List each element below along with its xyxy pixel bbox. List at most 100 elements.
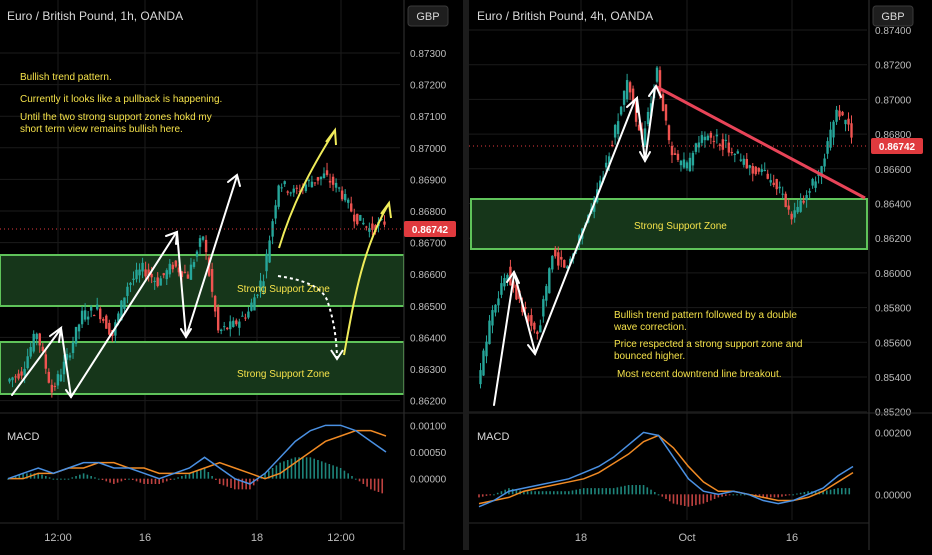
macd-histogram-bar (358, 478, 361, 482)
macd-histogram-bar (94, 477, 96, 479)
macd-histogram-bar (616, 487, 619, 495)
macd-histogram-bar (627, 485, 630, 495)
macd-histogram-bar (241, 478, 244, 490)
macd-histogram-bar (207, 472, 210, 479)
candle-body (337, 187, 341, 189)
macd-histogram-bar (646, 487, 649, 495)
candle-body (283, 181, 286, 185)
price-tick-label: 0.85400 (875, 373, 912, 384)
price-axis[interactable] (404, 0, 463, 550)
macd-histogram-bar (515, 489, 518, 495)
macd-histogram-bar (822, 491, 824, 495)
macd-histogram-bar (702, 494, 705, 504)
macd-histogram-bar (332, 465, 334, 479)
macd-tick-label: 0.00050 (410, 448, 447, 459)
macd-histogram-bar (564, 491, 566, 495)
chart-svg-4h[interactable]: Strong Support Zone Bullish trend patter… (469, 0, 932, 550)
macd-pane (478, 431, 854, 508)
candle-body (802, 200, 805, 203)
chart-title: Euro / British Pound, 1h, OANDA (7, 9, 183, 23)
candle-body (610, 144, 614, 146)
candle-body (216, 306, 220, 331)
macd-histogram-bar (192, 472, 195, 479)
candle-body (289, 192, 292, 194)
macd-histogram-bar (579, 488, 581, 495)
candle-body (530, 315, 533, 326)
macd-histogram-bar (313, 458, 315, 479)
macd-histogram-bar (75, 476, 77, 479)
price-tick-label: 0.87400 (875, 26, 912, 37)
macd-histogram-bar (105, 478, 108, 482)
chart-panel-1h[interactable]: Bullish trend pattern. Currently it look… (0, 0, 463, 550)
macd-histogram-bar (234, 478, 236, 490)
macd-histogram-bar (541, 491, 544, 495)
candle-body (192, 262, 196, 267)
macd-histogram-bar (143, 478, 145, 484)
candle-body (198, 238, 202, 247)
macd-histogram-bar (575, 489, 578, 495)
macd-histogram-bar (713, 494, 716, 499)
candle-body (757, 167, 760, 172)
annotation-line: Until the two strong support zones hokd … (20, 112, 212, 123)
candle-body (515, 284, 518, 300)
candle-body (268, 240, 271, 263)
currency-button[interactable]: GBP (872, 5, 914, 27)
candle-body (739, 159, 742, 161)
macd-histogram-bar (181, 476, 183, 479)
macd-histogram-bar (218, 478, 221, 484)
macd-histogram-bar (807, 491, 809, 495)
macd-histogram-bar (766, 494, 768, 498)
candle-body (790, 213, 793, 220)
candle-body (533, 322, 536, 330)
candle-body (47, 371, 51, 383)
price-axis-ticks: 0.87400 0.87200 0.87000 0.86800 0.86600 0.864… (875, 26, 912, 419)
price-tick-label: 0.86900 (410, 175, 447, 186)
candle-body (96, 304, 99, 310)
price-axis[interactable] (869, 0, 932, 550)
time-tick-label: 12:00 (327, 532, 355, 544)
chart-title: Euro / British Pound, 4h, OANDA (477, 9, 653, 23)
candle-body (700, 135, 704, 143)
candle-body (697, 142, 701, 148)
candle-body (353, 214, 356, 222)
macd-histogram-bar (60, 478, 62, 480)
price-tick-label: 0.86400 (875, 200, 912, 211)
macd-histogram-bar (211, 476, 213, 479)
candle-body (844, 119, 847, 125)
macd-histogram-bar (680, 494, 682, 506)
support-zone-lower (0, 341, 405, 395)
macd-histogram-bar (128, 478, 130, 480)
candle-body (219, 329, 223, 332)
last-price-tag: 0.86742 (871, 138, 923, 154)
candle-body (748, 165, 751, 168)
candle-body (247, 311, 250, 318)
macd-histogram-bar (676, 494, 679, 505)
candle-body (742, 158, 745, 165)
macd-histogram-bar (609, 488, 611, 495)
wave-arrow-5 (185, 175, 238, 338)
macd-histogram-bar (567, 491, 570, 495)
macd-histogram-bar (245, 478, 247, 490)
candle-body (304, 184, 308, 192)
candle-body (223, 326, 226, 328)
candle-body (778, 186, 781, 189)
time-tick-label: 18 (575, 532, 587, 544)
candle-body (362, 222, 365, 225)
macd-histogram-bar (504, 489, 506, 495)
candle-body (38, 333, 41, 346)
currency-button[interactable]: GBP (407, 5, 449, 27)
macd-histogram-bar (784, 494, 787, 496)
macd-histogram-bar (530, 491, 533, 495)
price-tick-label: 0.86700 (410, 239, 447, 250)
macd-histogram-bar (848, 488, 851, 495)
candle-body (706, 135, 710, 141)
macd-histogram-bar (725, 494, 727, 496)
price-tick-label: 0.86600 (875, 165, 912, 176)
candle-body (331, 176, 335, 185)
macd-histogram-bar (792, 494, 794, 496)
candle-body (286, 191, 289, 193)
chart-panel-4h[interactable]: Strong Support Zone Bullish trend patter… (469, 0, 932, 550)
macd-histogram-bar (336, 466, 338, 479)
chart-svg-1h[interactable]: Bullish trend pattern. Currently it look… (0, 0, 463, 550)
price-tick-label: 0.87200 (410, 81, 447, 92)
